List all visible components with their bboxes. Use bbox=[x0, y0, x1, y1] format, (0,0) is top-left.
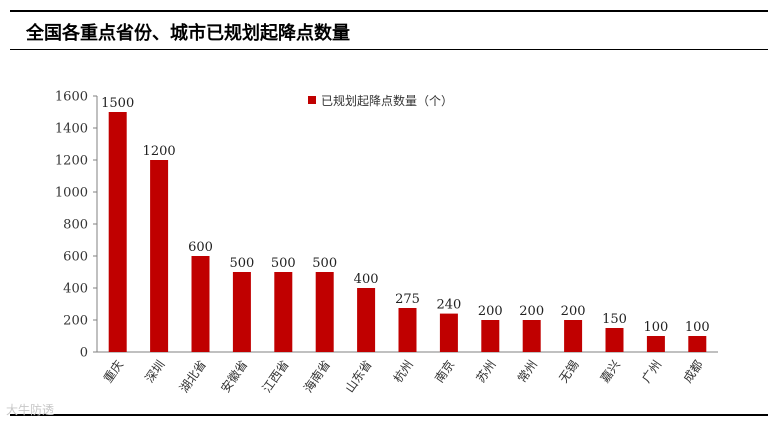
watermark: 大牛防透 bbox=[6, 403, 55, 417]
bottom-rule bbox=[10, 414, 768, 416]
category-label: 海南省 bbox=[300, 357, 333, 395]
category-label: 湖北省 bbox=[176, 357, 209, 395]
data-label: 200 bbox=[519, 304, 544, 319]
category-label: 安徽省 bbox=[217, 357, 250, 395]
category-label: 常州 bbox=[515, 358, 540, 386]
bar bbox=[398, 308, 417, 352]
data-label: 600 bbox=[188, 240, 213, 255]
y-tick-label: 1400 bbox=[55, 122, 88, 137]
y-tick-label: 1200 bbox=[55, 154, 88, 169]
chart-title: 全国各重点省份、城市已规划起降点数量 bbox=[26, 23, 350, 44]
bar bbox=[232, 272, 251, 352]
category-label: 山东省 bbox=[342, 358, 374, 396]
y-tick-label: 1000 bbox=[55, 186, 88, 201]
category-label: 苏州 bbox=[474, 358, 499, 386]
bar bbox=[522, 320, 541, 352]
y-tick-label: 600 bbox=[63, 250, 88, 265]
y-tick-label: 400 bbox=[63, 282, 88, 297]
data-label: 1200 bbox=[143, 144, 176, 159]
bar bbox=[439, 313, 458, 352]
bar bbox=[481, 320, 500, 352]
y-tick-label: 0 bbox=[80, 346, 88, 361]
bar bbox=[108, 112, 127, 352]
bar bbox=[646, 336, 665, 352]
data-label: 500 bbox=[271, 256, 296, 271]
data-label: 500 bbox=[229, 256, 254, 271]
data-label: 500 bbox=[312, 256, 337, 271]
bar bbox=[357, 288, 376, 352]
top-rule bbox=[10, 10, 768, 12]
bar bbox=[605, 328, 624, 352]
data-label: 200 bbox=[561, 304, 586, 319]
legend-swatch bbox=[308, 96, 316, 104]
data-label: 275 bbox=[395, 292, 420, 307]
bar bbox=[150, 160, 169, 352]
data-label: 200 bbox=[478, 304, 503, 319]
y-tick-label: 200 bbox=[63, 314, 88, 329]
data-label: 240 bbox=[436, 298, 461, 313]
title-rule bbox=[10, 49, 768, 50]
bar bbox=[191, 256, 210, 352]
category-label: 江西省 bbox=[260, 358, 292, 396]
category-label: 成都 bbox=[681, 358, 706, 386]
data-label: 400 bbox=[354, 272, 379, 287]
data-label: 100 bbox=[685, 320, 710, 335]
bar bbox=[274, 272, 293, 352]
category-label: 重庆 bbox=[101, 358, 126, 386]
category-label: 杭州 bbox=[390, 357, 416, 385]
data-label: 100 bbox=[643, 320, 668, 335]
category-label: 嘉兴 bbox=[598, 358, 623, 386]
y-tick-label: 800 bbox=[63, 218, 88, 233]
category-label: 深圳 bbox=[142, 358, 167, 386]
bar bbox=[315, 272, 334, 352]
bar bbox=[688, 336, 707, 352]
data-label: 150 bbox=[602, 312, 627, 327]
y-tick-label: 1600 bbox=[55, 90, 88, 105]
category-label: 南京 bbox=[431, 357, 457, 385]
category-label: 无锡 bbox=[555, 357, 581, 385]
category-label: 广州 bbox=[639, 358, 664, 386]
bar bbox=[564, 320, 583, 352]
legend-label: 已规划起降点数量（个） bbox=[321, 93, 453, 108]
data-label: 1500 bbox=[101, 96, 134, 111]
